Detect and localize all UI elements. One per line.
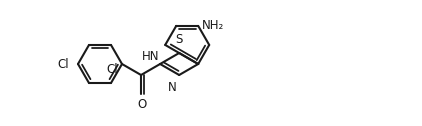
Text: HN: HN [142,50,160,62]
Text: S: S [176,33,183,46]
Text: N: N [168,81,176,94]
Text: Cl: Cl [106,63,118,76]
Text: NH₂: NH₂ [202,19,225,32]
Text: Cl: Cl [57,57,69,71]
Text: O: O [138,98,147,111]
